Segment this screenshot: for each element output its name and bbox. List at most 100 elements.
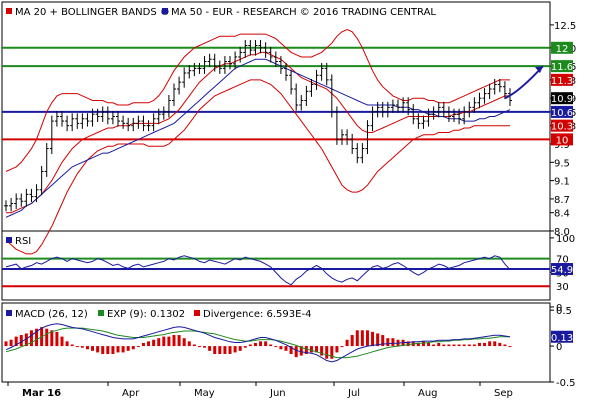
divergence-bar: [157, 338, 161, 347]
divergence-bar: [279, 346, 283, 350]
divergence-bar: [238, 346, 242, 351]
divergence-bar: [116, 346, 120, 353]
divergence-bar: [472, 344, 476, 347]
macd-y-tick-label: 0.5: [556, 306, 572, 317]
price-legend-label: MA 50 - EUR - RESEARCH © 2016 TRADING CE…: [171, 7, 436, 18]
price-level-label: 10: [556, 135, 569, 146]
divergence-bar: [203, 346, 207, 348]
divergence-bar: [432, 344, 436, 347]
bollinger-upper-line: [5, 28, 510, 172]
forecast-arrow-head: [535, 66, 543, 74]
divergence-bar: [167, 336, 171, 347]
macd-y-tick-label: 0: [556, 342, 562, 353]
divergence-bar: [126, 346, 130, 351]
divergence-bar: [427, 342, 431, 347]
rsi-y-tick-label: 0: [556, 303, 562, 314]
divergence-bar: [177, 335, 181, 347]
rsi-y-tick-label: 100: [556, 234, 575, 245]
divergence-bar: [309, 346, 313, 353]
price-y-tick-label: 9.9: [554, 140, 570, 151]
divergence-bar: [96, 346, 100, 353]
divergence-bar: [325, 346, 329, 359]
bollinger-lower-line: [5, 79, 510, 255]
divergence-bar: [147, 341, 151, 347]
divergence-bar: [248, 344, 252, 347]
macd-legend-label: EXP (9): 0.1302: [107, 309, 185, 320]
divergence-bar: [376, 333, 380, 347]
divergence-bar: [106, 346, 110, 354]
x-tick-label: May: [194, 388, 215, 399]
divergence-bar: [259, 341, 263, 347]
divergence-bar: [274, 346, 278, 348]
legend-swatch: [6, 310, 12, 316]
divergence-bar: [91, 346, 95, 351]
price-y-tick-label: 12.5: [554, 21, 576, 32]
divergence-bar: [498, 342, 502, 347]
divergence-bar: [294, 346, 298, 358]
macd-legend-label: Divergence: 6.593E-4: [203, 309, 311, 320]
rsi-panel-frame: [1, 230, 551, 301]
divergence-bar: [208, 346, 212, 351]
legend-swatch: [6, 237, 12, 243]
macd-marker-box: [551, 330, 573, 343]
divergence-bar: [14, 336, 18, 347]
divergence-bar: [335, 346, 339, 353]
divergence-bar: [406, 341, 410, 347]
divergence-bar: [365, 330, 369, 347]
divergence-bar: [488, 341, 492, 347]
divergence-bar: [503, 344, 507, 347]
rsi-level-label: 30: [556, 282, 569, 293]
divergence-bar: [508, 346, 512, 348]
divergence-bar: [264, 341, 268, 347]
divergence-bar: [421, 341, 425, 347]
rsi-level-label-box: [551, 263, 573, 276]
divergence-bar: [350, 335, 354, 347]
forecast-arrow: [504, 65, 544, 100]
divergence-bar: [141, 342, 145, 347]
divergence-bar: [85, 346, 89, 350]
rsi-line: [5, 255, 511, 286]
divergence-bar: [101, 346, 105, 354]
divergence-bar: [299, 346, 303, 356]
price-y-tick-label: 9.5: [554, 158, 570, 169]
price-y-tick-label: 8.7: [554, 195, 570, 206]
divergence-bar: [493, 341, 497, 347]
divergence-bar: [60, 336, 64, 347]
divergence-bar: [304, 346, 308, 354]
macd-y-tick-label: -0.5: [556, 378, 576, 389]
divergence-bar: [416, 342, 420, 347]
divergence-bar: [111, 346, 115, 354]
divergence-bar: [35, 328, 39, 347]
macd-legend-label: MACD (26, 12): [15, 309, 88, 320]
divergence-bar: [233, 346, 237, 353]
rsi-level-label: 70: [556, 255, 569, 266]
divergence-bar: [223, 346, 227, 354]
divergence-bar: [172, 335, 176, 347]
price-y-tick-label: 8.0: [554, 227, 570, 238]
legend-swatch: [6, 8, 12, 14]
divergence-bar: [45, 328, 49, 347]
divergence-bar: [24, 333, 28, 347]
divergence-bar: [121, 346, 125, 353]
x-tick-label: Apr: [122, 388, 140, 399]
divergence-bar: [136, 346, 140, 348]
x-tick-label: Jul: [347, 388, 360, 399]
divergence-bar: [213, 346, 217, 354]
divergence-bar: [457, 344, 461, 347]
divergence-bar: [355, 330, 359, 347]
price-legend-label: MA 20 + BOLLINGER BANDS ®: [15, 7, 170, 18]
divergence-bar: [55, 331, 59, 347]
divergence-bar: [386, 338, 390, 347]
divergence-bar: [340, 346, 344, 348]
rsi-legend-label: RSI: [15, 236, 31, 247]
divergence-bar: [447, 344, 451, 347]
divergence-bar: [381, 335, 385, 347]
divergence-bar: [152, 339, 156, 347]
divergence-bar: [315, 346, 319, 353]
divergence-bar: [182, 338, 186, 347]
price-level-label-box: [551, 105, 573, 118]
divergence-bar: [228, 346, 232, 354]
divergence-bar: [360, 330, 364, 347]
